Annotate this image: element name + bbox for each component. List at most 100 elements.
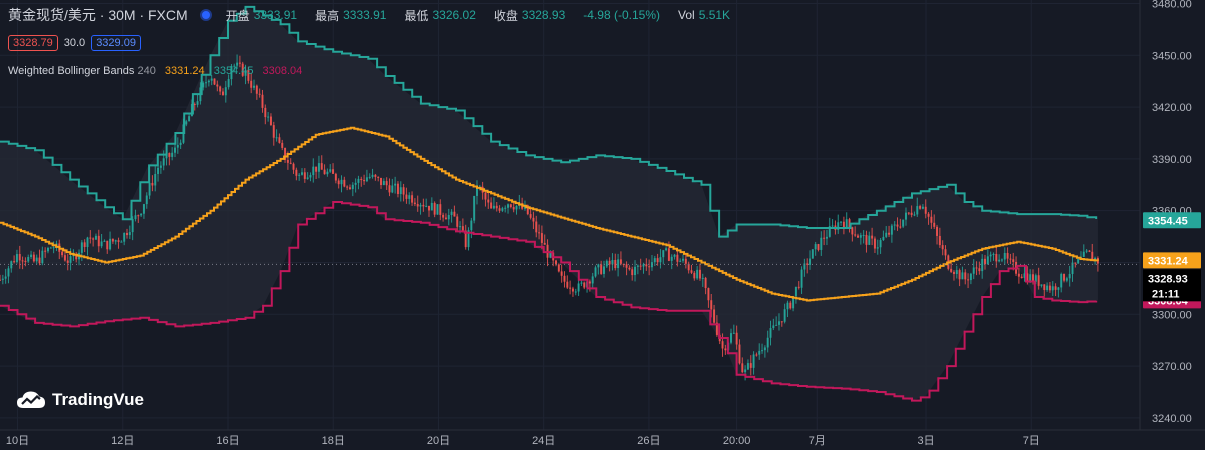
candle-body [1057, 287, 1060, 290]
candle-body [809, 258, 812, 265]
candle-body [487, 199, 490, 203]
y-tick-label: 3450.00 [1152, 50, 1192, 62]
buy-button[interactable]: 3329.09 [91, 35, 141, 51]
candle-body [619, 259, 622, 264]
candle-body [255, 85, 258, 94]
candle-body [374, 174, 377, 177]
candle-body [738, 344, 741, 364]
candle-body [662, 250, 665, 258]
candle-body [80, 242, 83, 253]
candle-body [428, 205, 431, 211]
candle-body [1063, 273, 1066, 281]
candle-body [261, 94, 264, 108]
candle-body [967, 279, 970, 281]
candle-body [687, 263, 690, 271]
candle-body [100, 241, 103, 247]
candle-body [933, 222, 936, 227]
x-tick-label: 3日 [917, 435, 934, 447]
candle-body [653, 258, 656, 263]
candle-body [419, 204, 422, 207]
candle-body [594, 267, 597, 277]
candle-body [388, 185, 391, 193]
candle-body [459, 226, 462, 228]
candle-body [848, 219, 851, 228]
candle-body [831, 225, 834, 227]
candle-body [179, 142, 182, 145]
candle-body [625, 264, 628, 268]
candle-body [992, 253, 995, 255]
candle-body [591, 276, 594, 284]
band-line-lower [0, 201, 1098, 402]
candle-body [938, 235, 941, 246]
candle-body [1020, 276, 1023, 279]
indicator-legend[interactable]: Weighted Bollinger Bands 240 3331.24 335… [8, 65, 302, 77]
candle-body [151, 182, 154, 186]
candle-body [109, 238, 112, 250]
candle-body [1051, 286, 1054, 291]
candle-body [907, 212, 910, 214]
candle-body [363, 180, 366, 182]
y-tick-label: 3240.00 [1152, 413, 1192, 425]
candle-body [1029, 274, 1032, 282]
candle-body [628, 267, 631, 270]
candle-body [402, 187, 405, 195]
candle-body [224, 87, 227, 96]
high-label: 最高 [315, 8, 340, 23]
candle-body [295, 169, 298, 176]
candle-body [75, 254, 78, 260]
logo-text: TradingVue [52, 390, 144, 409]
candle-body [83, 242, 86, 248]
candle-body [989, 254, 992, 257]
candle-body [498, 208, 501, 211]
volume-value: 5.51K [698, 8, 731, 22]
candle-body [540, 233, 543, 243]
candle-body [10, 261, 13, 269]
candle-body [557, 264, 560, 272]
candle-body [859, 235, 862, 238]
candle-body [729, 333, 732, 343]
candle-body [329, 169, 332, 172]
price-label: 3354.45 [1148, 215, 1188, 227]
candle-body [622, 263, 625, 265]
candle-body [605, 260, 608, 267]
candle-body [560, 271, 563, 276]
volume-label: Vol [678, 8, 695, 22]
candle-body [758, 350, 761, 355]
candle-body [1006, 252, 1009, 259]
sell-button[interactable]: 3328.79 [8, 35, 58, 51]
candle-body [236, 62, 239, 66]
candle-body [1043, 284, 1046, 291]
candle-body [842, 221, 845, 228]
low-value: 3326.02 [432, 8, 476, 22]
candle-body [634, 266, 637, 276]
countdown-label: 21:11 [1152, 288, 1180, 300]
candle-body [704, 277, 707, 289]
candle-body [464, 230, 467, 248]
candle-body [241, 63, 244, 76]
symbol-title[interactable]: 黄金现货/美元 · 30M · FXCM [8, 7, 188, 23]
candle-body [348, 187, 351, 190]
y-tick-label: 3300.00 [1152, 309, 1192, 321]
last-price-label: 3328.93 [1148, 273, 1188, 285]
candle-body [61, 251, 64, 256]
candle-body [571, 288, 574, 292]
candle-body [97, 235, 100, 247]
x-tick-label: 7月 [809, 435, 826, 447]
candle-body [413, 202, 416, 205]
candle-body [436, 204, 439, 215]
candle-body [309, 175, 312, 178]
candle-body [566, 281, 569, 288]
candle-body [247, 69, 250, 81]
candle-body [642, 264, 645, 267]
candle-body [453, 211, 456, 217]
candle-body [142, 204, 145, 214]
candle-body [919, 206, 922, 209]
candle-body [278, 137, 281, 143]
candle-body [89, 237, 92, 239]
candle-body [958, 270, 961, 280]
candle-body [961, 272, 964, 280]
candle-body [885, 232, 888, 237]
candle-body [577, 283, 580, 292]
candle-body [408, 195, 411, 199]
